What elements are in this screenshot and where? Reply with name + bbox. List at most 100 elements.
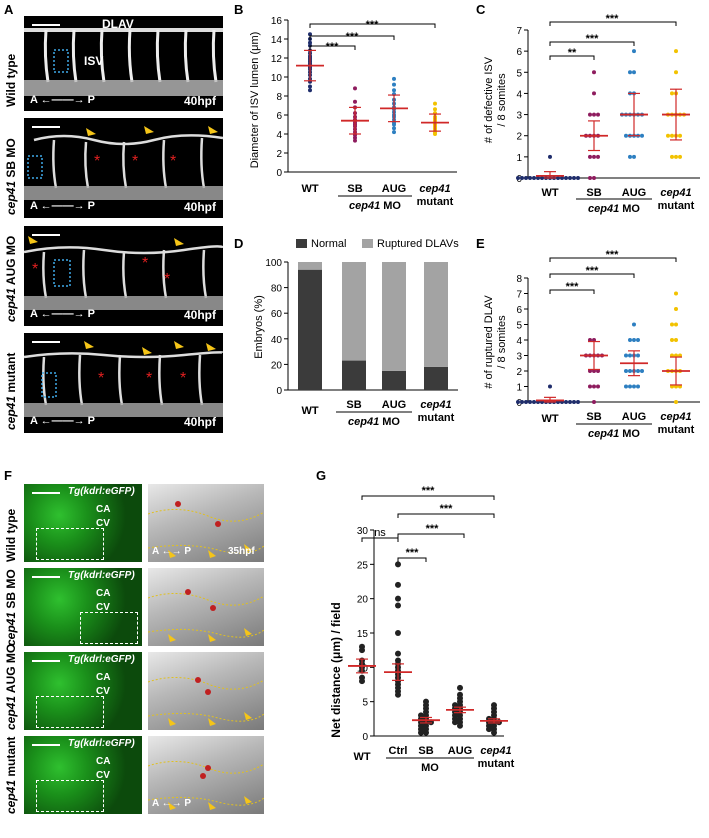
chart-e-point <box>596 384 600 389</box>
chart-e-ticklabel-7: 7 <box>516 290 522 301</box>
cv-label: CV <box>96 686 110 697</box>
chart-d-ticklabel-1: 20 <box>271 360 283 371</box>
chart-c-xlabel-sb: SB <box>586 187 601 199</box>
svg-text:*: * <box>180 370 186 387</box>
chart-e-ticklabel-6: 6 <box>516 305 522 316</box>
stage-label: 40hpf <box>184 415 217 429</box>
chart-e-ticklabel-2: 2 <box>516 367 522 378</box>
ap-axis-label: A ←→ P <box>152 798 192 809</box>
chart-e: # of ruptured DLAV / 8 somites 0 1 2 3 4 5 6 7 8… <box>483 249 700 440</box>
chart-b-ticklabel-2: 4 <box>276 130 282 141</box>
panel-f-row2-label: cep41 SB MO <box>4 569 18 646</box>
chart-c-point <box>674 49 678 54</box>
chart-c-point <box>592 154 596 159</box>
panel-a-row2-label: cep41 SB MO <box>4 138 18 215</box>
chart-e-mutant-rest: mutant <box>658 424 695 436</box>
chart-e-point <box>628 353 632 358</box>
chart-b-ticklabel-0: 0 <box>276 168 282 179</box>
zoom-box <box>80 612 138 644</box>
chart-b-point <box>392 82 396 87</box>
chart-d-xlabel-aug: AUG <box>382 399 406 411</box>
chart-c-significance: ** *** *** <box>549 13 677 60</box>
chart-b-ticklabel-1: 2 <box>276 149 282 160</box>
chart-b-xlabel-sb: SB <box>347 183 362 195</box>
chart-c-point <box>548 154 552 159</box>
chart-e-point <box>670 322 674 327</box>
chart-c-point <box>640 133 644 138</box>
chart-g-point <box>486 726 492 733</box>
chart-b-xlabel-wt: WT <box>301 183 318 195</box>
chart-e-point <box>632 338 636 342</box>
ap-axis-label: A ←——→ P <box>30 200 96 212</box>
chart-d-bar-ruptured-dlavs <box>342 262 366 361</box>
chart-c-point <box>528 176 532 180</box>
chart-c-group-label: cep41 MO <box>588 203 640 215</box>
svg-text:*: * <box>170 153 176 170</box>
chart-g-point <box>395 630 401 636</box>
chart-e-point <box>628 369 632 373</box>
isv-label: ISV <box>84 54 104 68</box>
chart-b-ticklabel-8: 16 <box>271 16 283 27</box>
chart-b-ticklabel-7: 14 <box>271 35 283 46</box>
chart-c-point <box>520 176 524 180</box>
chart-d-bar-ruptured-dlavs <box>298 262 322 270</box>
chart-d-ticklabel-2: 40 <box>271 335 283 346</box>
chart-d-group-label: cep41 MO <box>348 416 400 428</box>
chart-c-ylabel-1: # of defective ISV <box>483 56 495 143</box>
panel-f-gfp-image-3: Tg(kdrl:eGFP) CA CV <box>24 652 142 730</box>
transgene-label: Tg(kdrl:eGFP) <box>68 486 135 497</box>
chart-d-mutant-rest: mutant <box>418 412 455 424</box>
ca-label: CA <box>96 672 111 683</box>
chart-c-point <box>560 176 564 180</box>
chart-g-ylabel: Net distance (μm) / field <box>329 602 343 737</box>
chart-g-point <box>452 719 458 726</box>
cv-label: CV <box>96 770 110 781</box>
chart-e-ticklabel-5: 5 <box>516 321 522 332</box>
chart-b-ticklabel-4: 8 <box>276 92 282 103</box>
chart-e-point <box>640 369 644 373</box>
chart-b-ticklabel-6: 12 <box>271 54 283 65</box>
panel-a-image-sb-mo: * * * A ←——→ P 40hpf <box>24 118 223 218</box>
chart-b-point <box>392 130 396 135</box>
chart-c-ticklabel-6: 6 <box>516 47 522 58</box>
chart-b-point <box>353 135 357 140</box>
chart-c-point <box>628 154 632 159</box>
chart-e-point <box>516 400 520 404</box>
chart-g-point <box>491 729 497 736</box>
panel-f-zoom-image-4: A ←→ P <box>148 736 264 814</box>
chart-c-point <box>596 154 600 159</box>
chart-e-ylabel-1: # of ruptured DLAV <box>483 295 495 389</box>
chart-e-point <box>624 369 628 373</box>
chart-e-point <box>670 338 674 342</box>
chart-c-point <box>628 70 632 75</box>
legend-ruptured-swatch <box>362 239 373 248</box>
chart-g-xlabel-wt: WT <box>353 751 370 763</box>
chart-g-point <box>423 729 429 736</box>
chart-b-point <box>433 101 437 106</box>
chart-b-point <box>308 88 312 93</box>
panel-g-letter: G <box>316 468 327 483</box>
stage-label: 40hpf <box>184 200 217 214</box>
chart-e-ticklabel-4: 4 <box>516 336 522 347</box>
sig-e-1: *** <box>566 281 580 293</box>
chart-c-point <box>632 49 636 54</box>
panel-b-letter: B <box>234 2 244 17</box>
ap-axis-label: A ←→ P <box>152 546 192 557</box>
chart-g-point <box>395 650 401 657</box>
zoom-box <box>36 780 104 812</box>
chart-c-point <box>592 112 596 117</box>
panel-d-letter: D <box>234 236 244 251</box>
chart-g-point <box>457 684 463 691</box>
sig-c-3: *** <box>606 13 620 25</box>
chart-c-xlabel-wt: WT <box>541 187 558 199</box>
chart-g-xlabel-sb: SB <box>418 745 433 757</box>
panel-a-letter: A <box>4 2 14 17</box>
chart-c-point <box>670 133 674 138</box>
chart-b-point <box>433 107 437 112</box>
chart-g-point <box>457 722 463 729</box>
svg-text:*: * <box>146 370 152 387</box>
chart-g-mutant-italic: cep41 <box>480 745 511 757</box>
sig-g-1: *** <box>406 547 420 559</box>
chart-e-point <box>528 400 532 404</box>
chart-c-point <box>678 154 682 159</box>
